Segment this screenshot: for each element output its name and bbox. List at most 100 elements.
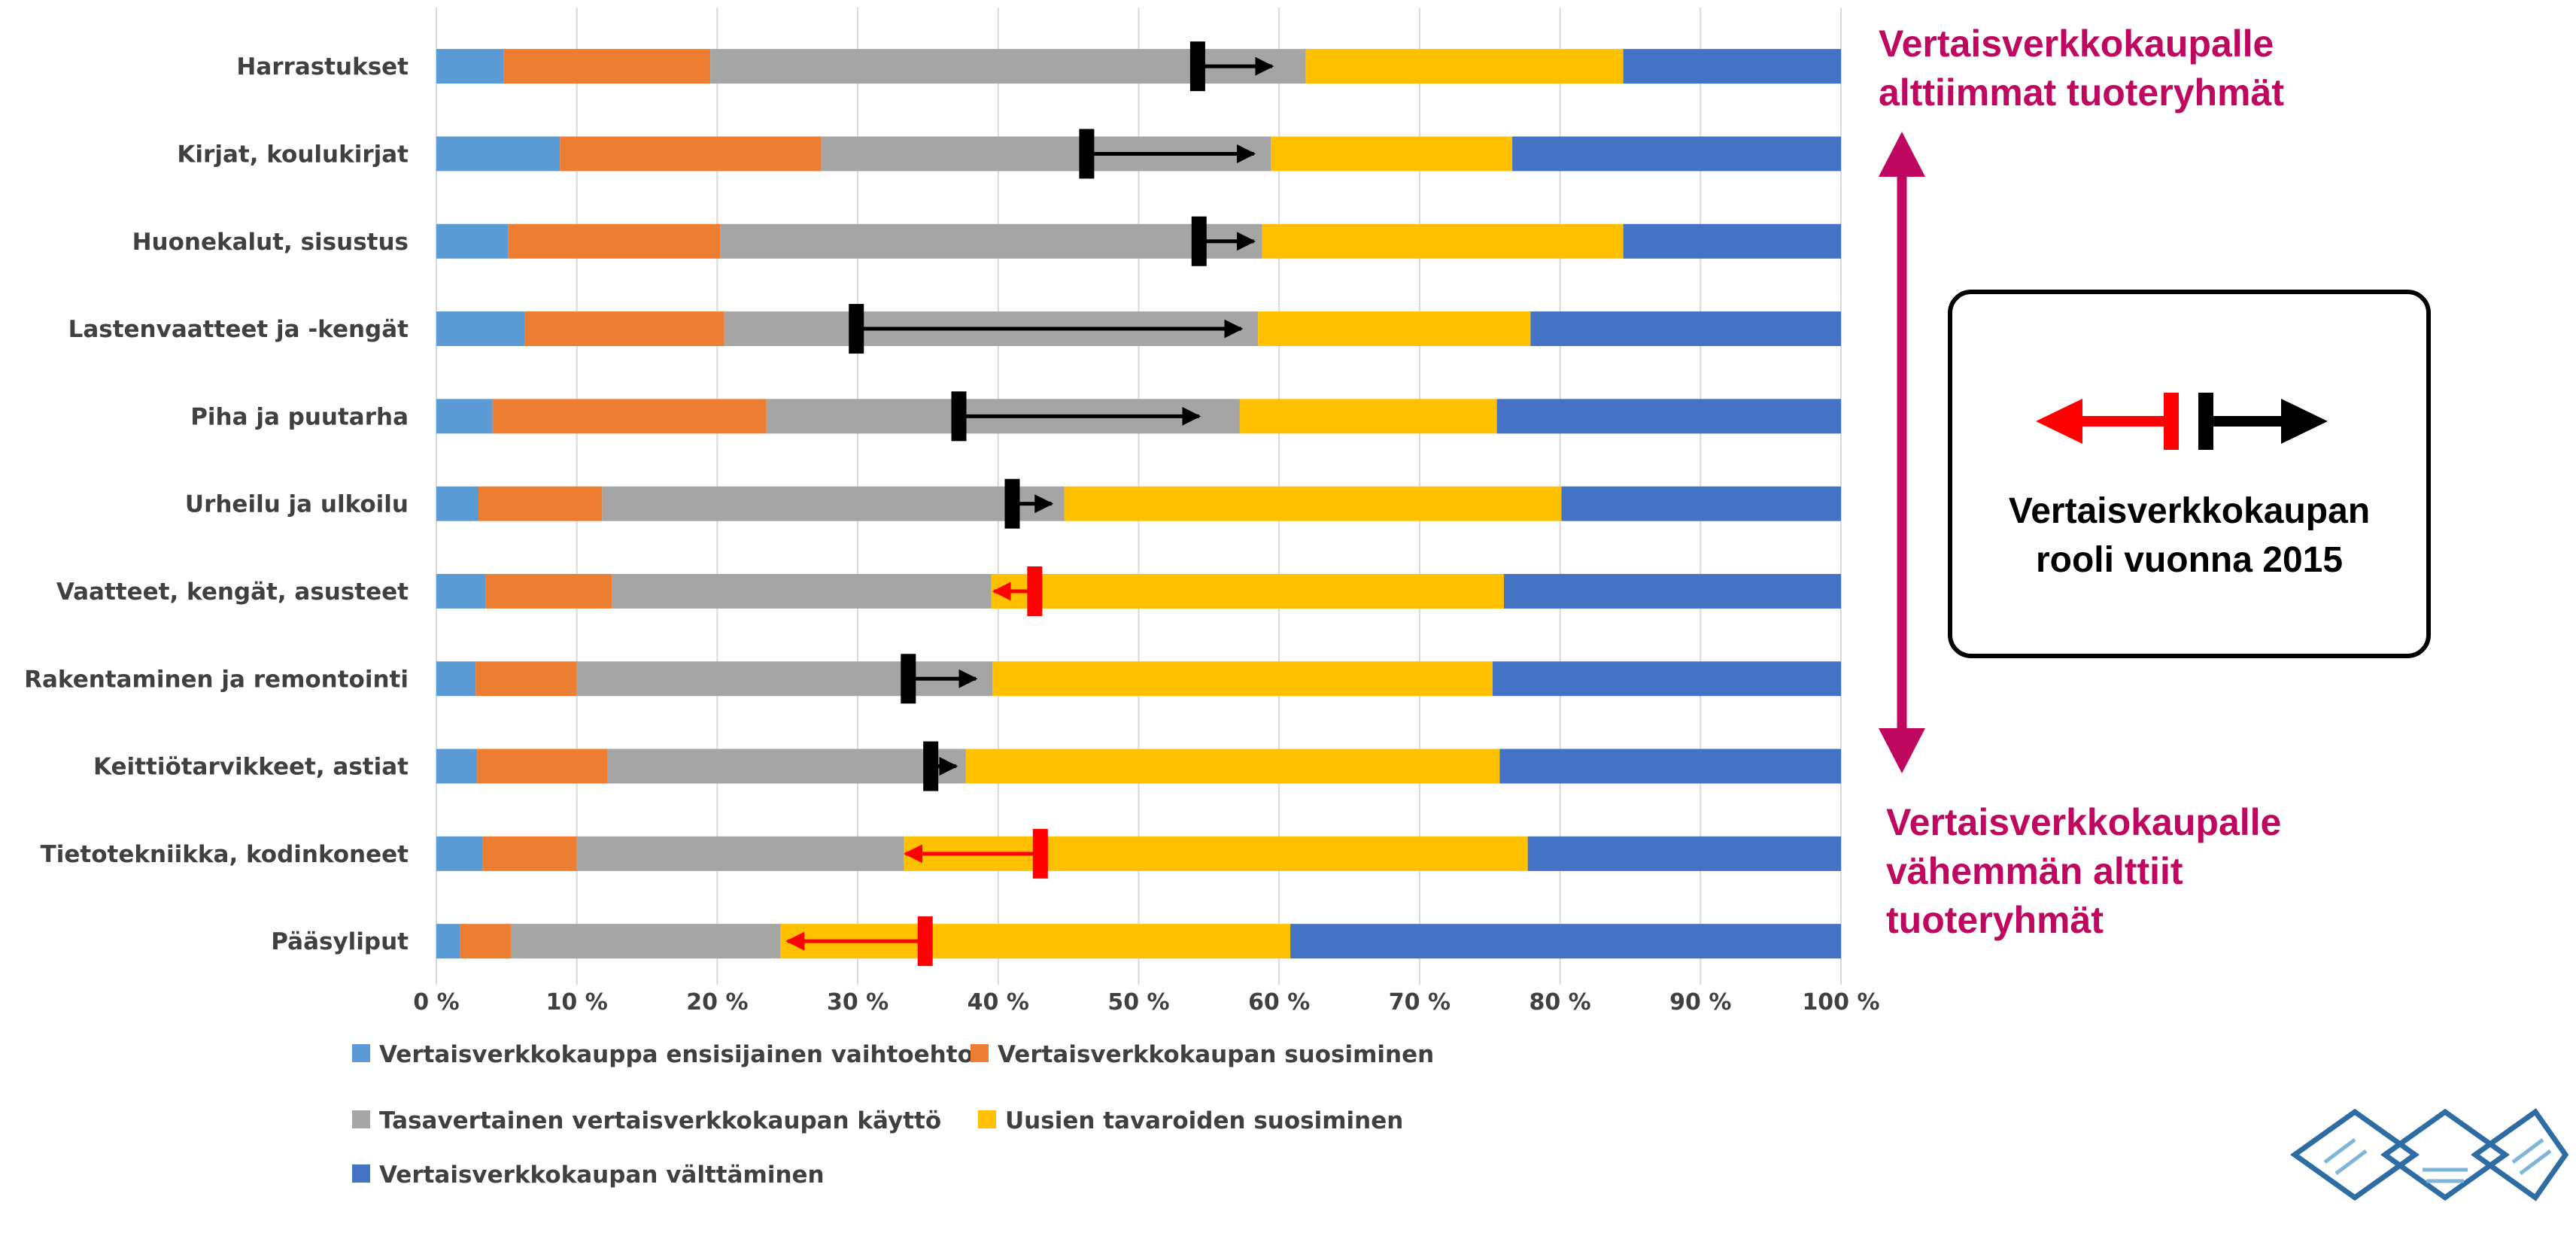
- x-tick-label: 50 %: [1107, 989, 1169, 1016]
- legend: Vertaisverkkokauppa ensisijainen vaihtoe…: [352, 1041, 1434, 1189]
- bar-segment: [1290, 924, 1841, 959]
- x-tick-label: 10 %: [546, 989, 608, 1016]
- diamond-logo-icon: [2289, 1108, 2569, 1201]
- x-tick-label: 60 %: [1248, 989, 1310, 1016]
- arrow-base-marker: [951, 391, 967, 442]
- bar-segment: [524, 311, 724, 347]
- bar-segment: [436, 573, 486, 609]
- bar-segment: [503, 49, 711, 84]
- top-annotation-line-1: Vertaisverkkokaupalle: [1879, 23, 2274, 65]
- legend-label: Vertaisverkkokaupan välttäminen: [379, 1161, 825, 1189]
- arrow-legend-line-2: rooli vuonna 2015: [2036, 540, 2343, 580]
- x-tick-label: 70 %: [1389, 989, 1451, 1016]
- bar-segment: [1064, 486, 1562, 521]
- bar-segment: [1512, 136, 1841, 172]
- bar-segment: [612, 573, 992, 609]
- bar-segment: [478, 486, 603, 521]
- x-tick-labels: 0 % 10 % 20 % 30 % 40 % 50 % 60 % 70 % 80 % 90 % 1…: [413, 989, 1879, 1016]
- x-tick-label: 100 %: [1802, 989, 1879, 1016]
- bar-segment: [991, 573, 1504, 609]
- bar-segment: [482, 836, 577, 871]
- category-label: Kirjat, koulukirjat: [177, 141, 409, 168]
- category-label: Keittiötarvikkeet, astiat: [93, 754, 409, 781]
- arrow-base-marker: [923, 741, 939, 791]
- category-label: Huonekalut, sisustus: [132, 229, 409, 256]
- bar-segment: [992, 661, 1493, 697]
- bar-segment: [436, 49, 504, 84]
- bar-segment: [1270, 136, 1513, 172]
- category-label: Pääsyliput: [271, 928, 409, 955]
- bar-segment: [436, 924, 460, 959]
- category-label: Lastenvaatteet ja -kengät: [68, 316, 409, 343]
- bar-segment: [475, 661, 577, 697]
- bar-segment: [1499, 748, 1841, 784]
- bar-segment: [477, 748, 608, 784]
- bar-segment: [436, 136, 560, 172]
- bar-segment: [1239, 399, 1497, 434]
- legend-swatch: [352, 1164, 370, 1183]
- category-label: Harrastukset: [236, 53, 409, 80]
- bar-segment: [965, 748, 1500, 784]
- bottom-annotation-line-1: Vertaisverkkokaupalle: [1886, 801, 2281, 843]
- red-decrease-arrow-icon: [2036, 393, 2179, 450]
- legend-label: Vertaisverkkokaupan suosiminen: [998, 1041, 1434, 1068]
- arrow-legend-line-1: Vertaisverkkokaupan: [2009, 491, 2370, 531]
- bar-segment: [1527, 836, 1841, 871]
- arrow-base-marker: [901, 654, 916, 704]
- arrow-base-marker: [1079, 129, 1095, 179]
- bar-segment: [508, 223, 721, 259]
- bar-segment: [460, 924, 511, 959]
- bar-segment: [1496, 399, 1841, 434]
- arrow-base-marker: [917, 916, 933, 967]
- legend-swatch: [978, 1110, 996, 1128]
- bar-segment: [560, 136, 822, 172]
- arrow-base-marker: [1032, 828, 1048, 879]
- legend-label: Uusien tavaroiden suosiminen: [1005, 1107, 1403, 1134]
- x-tick-label: 20 %: [686, 989, 748, 1016]
- bar-segment: [1258, 311, 1531, 347]
- bar-segment: [607, 748, 966, 784]
- category-labels: Harrastukset Kirjat, koulukirjat Huonekalu…: [24, 53, 409, 955]
- bars: [436, 49, 1841, 959]
- bar-segment: [436, 748, 478, 784]
- arrow-base-marker: [1189, 41, 1205, 92]
- legend-swatch: [352, 1044, 370, 1062]
- bar-segment: [510, 924, 781, 959]
- bar-segment: [436, 223, 509, 259]
- category-label: Tietotekniikka, kodinkoneet: [41, 841, 409, 868]
- change-arrows: [785, 41, 1274, 967]
- bottom-annotation-line-2: vähemmän alttiit: [1886, 850, 2183, 892]
- arrow-base-marker: [1004, 478, 1020, 529]
- legend-label: Vertaisverkkokauppa ensisijainen vaihtoe…: [379, 1041, 974, 1068]
- arrow-base-marker: [1027, 566, 1043, 616]
- bar-segment: [436, 399, 493, 434]
- arrow-legend-box: Vertaisverkkokaupan rooli vuonna 2015: [1948, 290, 2431, 658]
- arrow-base-marker: [849, 304, 864, 354]
- bar-segment: [1262, 223, 1624, 259]
- x-tick-label: 80 %: [1529, 989, 1590, 1016]
- black-increase-arrow-icon: [2198, 393, 2328, 450]
- arrow-base-marker: [1191, 216, 1207, 266]
- bar-segment: [436, 836, 483, 871]
- category-label: Rakentaminen ja remontointi: [24, 666, 409, 693]
- x-tick-label: 40 %: [968, 989, 1029, 1016]
- top-annotation-line-2: alttiimmat tuoteryhmät: [1879, 71, 2284, 114]
- bar-segment: [1623, 49, 1841, 84]
- bar-segment: [436, 311, 525, 347]
- x-tick-label: 30 %: [827, 989, 889, 1016]
- bar-segment: [436, 486, 479, 521]
- vertical-double-arrow: [1879, 132, 1925, 773]
- bar-segment: [1503, 573, 1841, 609]
- legend-label: Tasavertainen vertaisverkkokaupan käyttö: [379, 1107, 941, 1134]
- x-tick-label: 90 %: [1669, 989, 1731, 1016]
- bar-segment: [720, 223, 1262, 259]
- bar-segment: [576, 836, 904, 871]
- bar-segment: [436, 661, 476, 697]
- legend-swatch: [352, 1110, 370, 1128]
- bar-segment: [492, 399, 767, 434]
- bar-segment: [1530, 311, 1841, 347]
- bottom-annotation-line-3: tuoteryhmät: [1886, 899, 2104, 941]
- bar-segment: [1305, 49, 1624, 84]
- bar-segment: [602, 486, 1065, 521]
